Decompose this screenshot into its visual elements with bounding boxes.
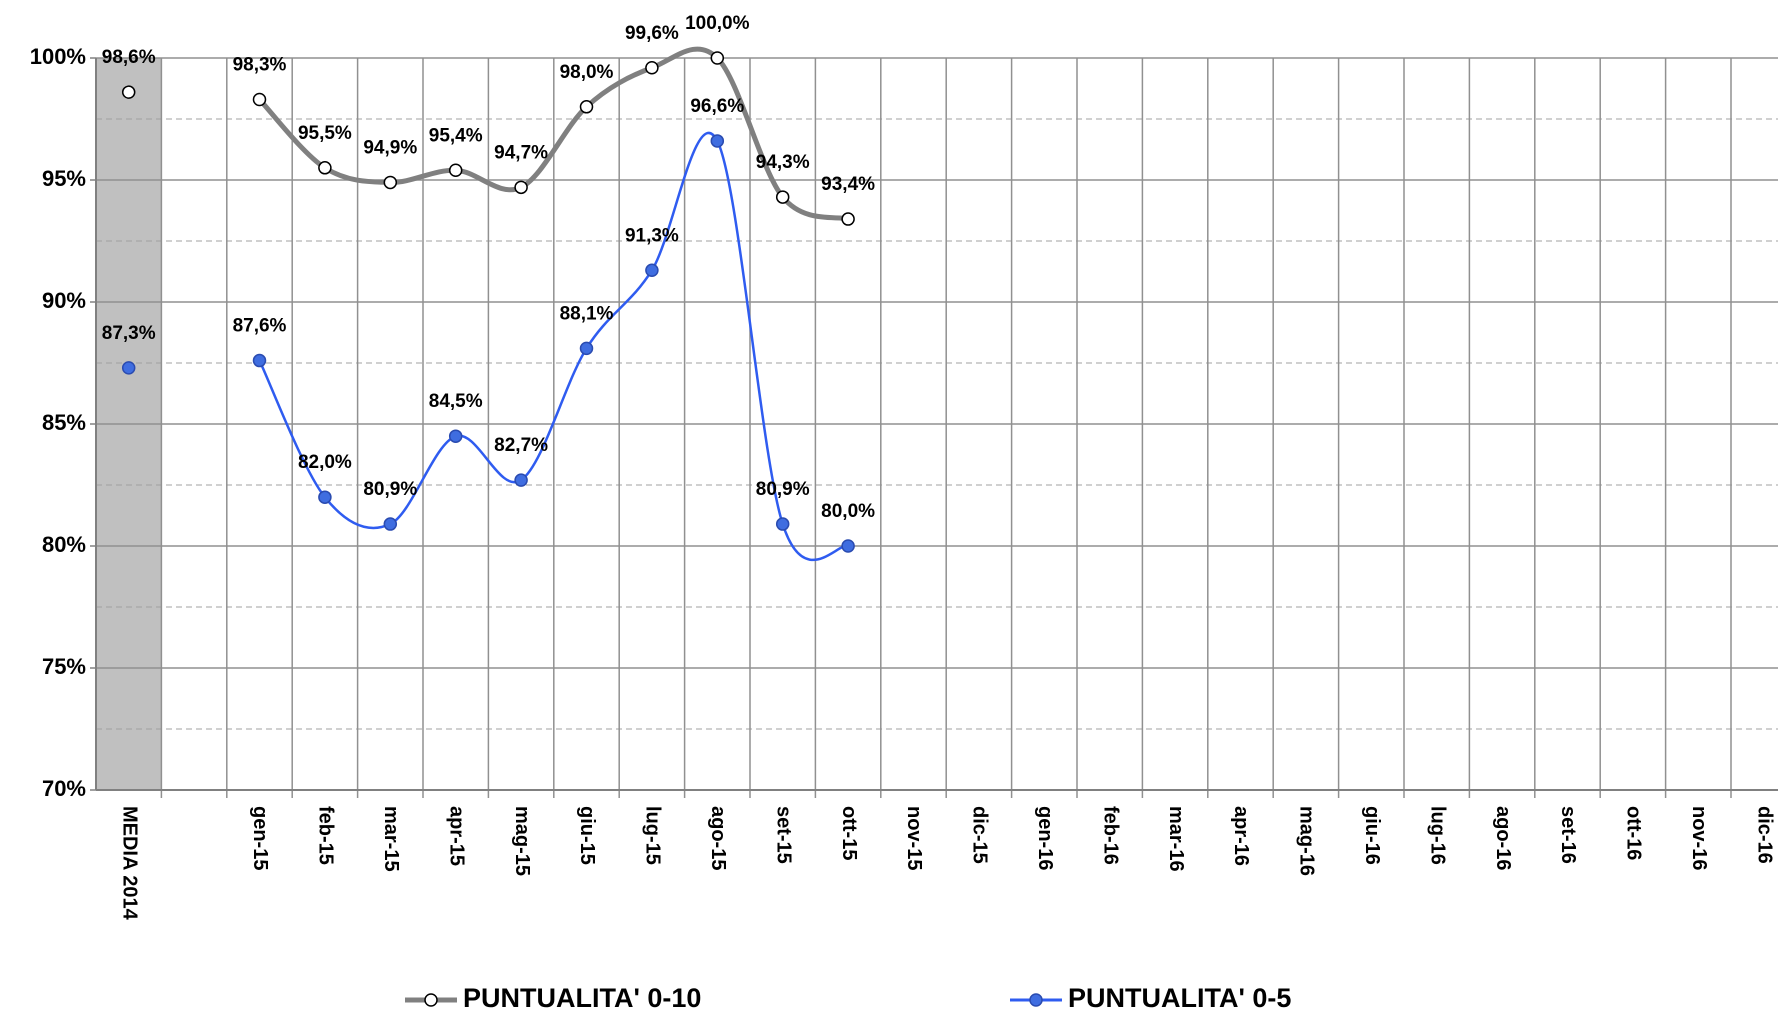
y-tick-label: 100% bbox=[30, 44, 86, 69]
data-label: 84,5% bbox=[429, 391, 483, 412]
data-point bbox=[841, 539, 855, 553]
data-point bbox=[645, 61, 659, 75]
legend-marker bbox=[1029, 993, 1043, 1007]
x-tick-label: set-15 bbox=[772, 806, 794, 864]
y-tick-label: 95% bbox=[42, 166, 86, 191]
data-label: 88,1% bbox=[560, 303, 614, 324]
data-point bbox=[579, 341, 594, 356]
x-tick-label: MEDIA 2014 bbox=[118, 806, 140, 921]
series-line bbox=[257, 46, 849, 222]
data-label: 93,4% bbox=[821, 174, 875, 195]
data-point bbox=[252, 92, 267, 107]
x-tick-label: feb-16 bbox=[1099, 806, 1121, 865]
y-tick-label: 90% bbox=[42, 288, 86, 313]
data-label: 82,0% bbox=[298, 452, 352, 473]
x-tick-label: giu-15 bbox=[576, 806, 598, 865]
legend-marker bbox=[424, 993, 438, 1007]
x-tick-label: lug-16 bbox=[1426, 806, 1448, 865]
data-label: 96,6% bbox=[690, 96, 744, 117]
x-tick-label: feb-15 bbox=[315, 806, 337, 865]
data-label: 94,3% bbox=[756, 152, 810, 173]
x-tick-label: set-16 bbox=[1557, 806, 1579, 864]
data-label: 94,9% bbox=[363, 137, 417, 158]
data-point bbox=[448, 429, 463, 443]
x-tick-label: gen-15 bbox=[249, 806, 271, 870]
data-label: 87,6% bbox=[233, 316, 287, 337]
x-tick-label: giu-16 bbox=[1361, 806, 1383, 865]
data-point bbox=[710, 134, 725, 148]
data-label: 98,3% bbox=[233, 54, 287, 75]
data-label: 98,6% bbox=[102, 47, 156, 68]
data-point bbox=[318, 490, 332, 504]
x-tick-label: dic-16 bbox=[1753, 806, 1775, 864]
data-point bbox=[579, 100, 594, 114]
data-point bbox=[318, 161, 332, 175]
data-label: 94,7% bbox=[494, 142, 548, 163]
data-label: 80,0% bbox=[821, 501, 875, 522]
data-label: 91,3% bbox=[625, 225, 679, 246]
data-point bbox=[841, 212, 855, 226]
data-label: 100,0% bbox=[685, 13, 750, 34]
x-tick-label: apr-16 bbox=[1230, 806, 1252, 866]
x-tick-label: mar-16 bbox=[1165, 806, 1187, 872]
x-tick-label: nov-16 bbox=[1688, 806, 1710, 870]
x-tick-label: ott-16 bbox=[1623, 806, 1645, 860]
data-point bbox=[710, 51, 725, 65]
data-point bbox=[383, 517, 398, 531]
x-tick-label: apr-15 bbox=[445, 806, 467, 866]
x-tick-label: lug-15 bbox=[642, 806, 664, 865]
x-tick-label: mag-16 bbox=[1296, 806, 1318, 876]
data-label: 80,9% bbox=[363, 479, 417, 500]
data-point bbox=[252, 353, 267, 368]
x-tick-label: ago-15 bbox=[707, 806, 729, 870]
data-point bbox=[514, 473, 528, 487]
x-tick-label: dic-15 bbox=[969, 806, 991, 864]
legend-label: PUNTUALITA' 0-10 bbox=[463, 983, 701, 1013]
data-point bbox=[775, 190, 790, 204]
legend-label: PUNTUALITA' 0-5 bbox=[1068, 983, 1291, 1013]
y-tick-label: 85% bbox=[42, 410, 86, 435]
data-point bbox=[775, 517, 790, 531]
data-label: 82,7% bbox=[494, 435, 548, 456]
data-label: 80,9% bbox=[756, 479, 810, 500]
y-tick-label: 80% bbox=[42, 532, 86, 557]
data-point bbox=[645, 263, 659, 278]
data-label: 95,4% bbox=[429, 125, 483, 146]
data-label: 87,3% bbox=[102, 323, 156, 344]
y-tick-label: 70% bbox=[42, 776, 86, 801]
data-label: 98,0% bbox=[560, 62, 614, 83]
x-tick-label: mag-15 bbox=[511, 806, 533, 876]
data-point bbox=[448, 163, 463, 177]
data-point bbox=[383, 175, 398, 190]
data-point bbox=[514, 180, 528, 195]
x-tick-label: ott-15 bbox=[838, 806, 860, 860]
x-tick-label: mar-15 bbox=[380, 806, 402, 872]
data-label: 95,5% bbox=[298, 123, 352, 144]
x-tick-label: nov-15 bbox=[903, 806, 925, 870]
data-label: 99,6% bbox=[625, 23, 679, 44]
data-point bbox=[121, 85, 136, 99]
x-tick-label: ago-16 bbox=[1492, 806, 1514, 870]
data-point bbox=[121, 361, 136, 375]
y-tick-label: 75% bbox=[42, 654, 86, 679]
x-tick-label: gen-16 bbox=[1034, 806, 1056, 870]
